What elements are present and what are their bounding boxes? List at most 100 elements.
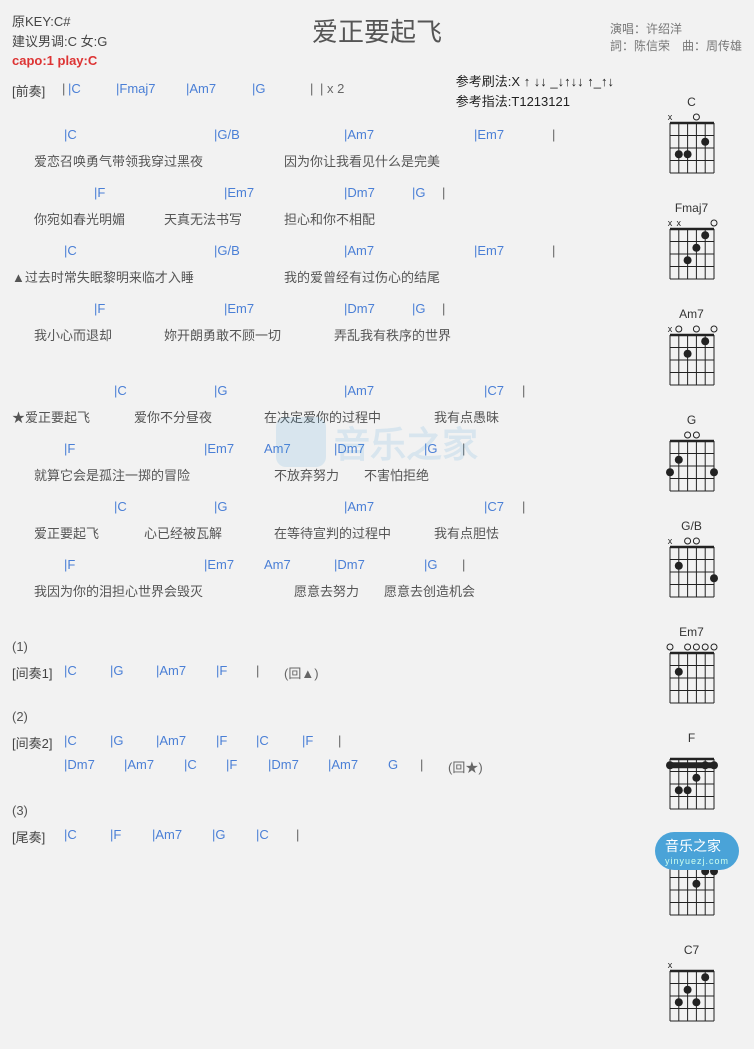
lyric: 我有点愚昧 <box>434 407 499 426</box>
section-label: [间奏1] <box>12 663 52 682</box>
chord-diagram-Am7: Am7x <box>649 307 734 393</box>
bar: | <box>296 827 299 842</box>
chord: |G <box>214 499 228 514</box>
lyric: 爱你不分昼夜 <box>134 407 212 426</box>
chorus-block: |C|G|Am7|C7|★爱正要起飞爱你不分昼夜在决定爱你的过程中我有点愚昧|F… <box>12 383 572 615</box>
lyric: 不放弃努力 <box>274 465 339 484</box>
lyric: 爱正要起飞 <box>34 523 99 542</box>
chord: |Dm7 <box>344 301 375 316</box>
bar: | <box>338 733 341 748</box>
capo: capo:1 play:C <box>12 51 107 71</box>
chord: |G <box>214 383 228 398</box>
chord: |Fmaj7 <box>116 81 156 96</box>
lyric: 弄乱我有秩序的世界 <box>334 325 451 344</box>
chord: |C <box>114 499 127 514</box>
chord: |F <box>110 827 121 842</box>
chord-diagram-C7: C7x <box>649 943 734 1029</box>
lyric: 心已经被瓦解 <box>144 523 222 542</box>
lyric: 我小心而退却 <box>34 325 112 344</box>
bar: | <box>462 557 465 572</box>
chord-label: Am7 <box>649 307 734 321</box>
chord: |G <box>252 81 266 96</box>
chord: |Em7 <box>474 127 504 142</box>
writers: 詞：陈信荣 曲：周传雄 <box>610 37 742 54</box>
chord: |G/B <box>214 243 240 258</box>
chord-diagram-Fmaj7: Fmaj7xx <box>649 201 734 287</box>
chord: |F <box>216 663 227 678</box>
original-key: 原KEY:C# <box>12 12 107 32</box>
interlude1-block: (1) [间奏1]|C|G|Am7|F|(回▲) <box>12 639 572 685</box>
svg-text:x: x <box>676 218 681 228</box>
lyric: ▲过去时常失眠黎明来临才入睡 <box>12 267 194 286</box>
lyric: 我的爱曾经有过伤心的结尾 <box>284 267 440 286</box>
chord: |C <box>256 827 269 842</box>
chord: |F <box>64 557 75 572</box>
chord: |Em7 <box>204 441 234 456</box>
svg-text:x: x <box>667 112 672 122</box>
chord: Am7 <box>264 441 291 456</box>
chord: |C <box>64 827 77 842</box>
chord-label: G <box>649 413 734 427</box>
chord: |C <box>114 383 127 398</box>
bar: | <box>552 243 555 258</box>
bar: | <box>256 663 259 678</box>
interlude2-block: (2) [间奏2]|C|G|Am7|F|C|F| |Dm7|Am7|C|F|Dm… <box>12 709 572 779</box>
chord: |Dm7 <box>334 441 365 456</box>
chord: |Am7 <box>328 757 358 772</box>
bar: | <box>462 441 465 456</box>
chord: |C <box>64 127 77 142</box>
chord: |Em7 <box>204 557 234 572</box>
lyric: 在决定爱你的过程中 <box>264 407 381 426</box>
nav-2: (2) <box>12 709 28 724</box>
bar: | <box>522 383 525 398</box>
svg-text:x: x <box>667 536 672 546</box>
chord: |C7 <box>484 383 504 398</box>
sheet-content: [前奏]||C|Fmaj7|Am7|G|| x 2 |C|G/B|Am7|Em7… <box>12 81 572 849</box>
chord: |F <box>226 757 237 772</box>
chord-diagrams: CxFmaj7xxAm7xGG/BxEm7FDm7xxC7x <box>649 95 734 1049</box>
chord-diagram-G: G <box>649 413 734 499</box>
song-title: 爱正要起飞 <box>312 12 442 49</box>
lyric: 愿意去创造机会 <box>384 581 475 600</box>
bar: (回▲) <box>284 663 319 682</box>
chord-label: G/B <box>649 519 734 533</box>
chord: G <box>388 757 398 772</box>
chord: |Dm7 <box>268 757 299 772</box>
chord: |Am7 <box>156 733 186 748</box>
section-label: [间奏2] <box>12 733 52 752</box>
chord: |C <box>184 757 197 772</box>
chord: |Em7 <box>474 243 504 258</box>
chord: |Am7 <box>186 81 216 96</box>
lyric: 担心和你不相配 <box>284 209 375 228</box>
chord: |F <box>94 185 105 200</box>
chord: |Dm7 <box>334 557 365 572</box>
chord: |C7 <box>484 499 504 514</box>
lyric: 愿意去努力 <box>294 581 359 600</box>
chord: |Am7 <box>344 243 374 258</box>
chord-label: C7 <box>649 943 734 957</box>
bar: | <box>522 499 525 514</box>
chord: |G <box>110 663 124 678</box>
chord: |Em7 <box>224 301 254 316</box>
credits: 演唱：许绍洋 詞：陈信荣 曲：周传雄 <box>610 20 742 71</box>
logo-sub: yinyuezj.com <box>665 856 729 866</box>
section-label: [前奏] <box>12 81 45 100</box>
lyric: 妳开朗勇敢不顾一切 <box>164 325 281 344</box>
chord-diagram-G/B: G/B x <box>649 519 734 605</box>
bar: | <box>552 127 555 142</box>
nav-1: (1) <box>12 639 28 654</box>
chord-label: F <box>649 731 734 745</box>
svg-text:x: x <box>667 218 672 228</box>
bar: | <box>310 81 313 96</box>
lyric: ★爱正要起飞 <box>12 407 90 426</box>
lyric: 你宛如春光明媚 <box>34 209 125 228</box>
chord: |F <box>94 301 105 316</box>
chord: |G <box>424 557 438 572</box>
bar: (回★) <box>448 757 483 776</box>
chord: |Dm7 <box>64 757 95 772</box>
lyric: 我有点胆怯 <box>434 523 499 542</box>
logo-main: 音乐之家 <box>665 838 721 854</box>
key-info: 原KEY:C# 建议男调:C 女:G capo:1 play:C <box>12 12 107 71</box>
chord: |Am7 <box>344 499 374 514</box>
chord: |G <box>212 827 226 842</box>
